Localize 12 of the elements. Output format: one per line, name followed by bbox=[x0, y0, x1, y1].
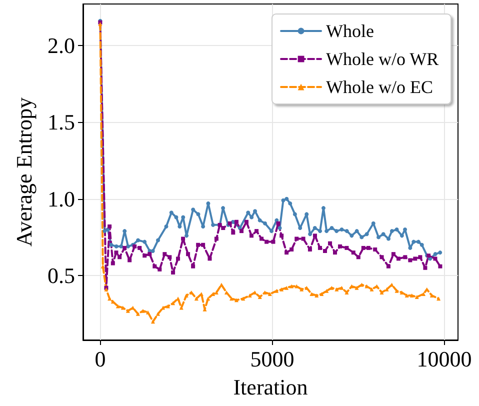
legend-label: Whole w/o WR bbox=[326, 49, 439, 69]
y-tick-label: 2.0 bbox=[48, 32, 75, 58]
y-axis-title: Average Entropy bbox=[12, 97, 36, 247]
legend-label: Whole bbox=[326, 21, 374, 41]
x-tick-label: 0 bbox=[94, 346, 106, 372]
legend-label: Whole w/o EC bbox=[326, 77, 434, 97]
x-tick-label: 10000 bbox=[416, 346, 472, 372]
y-tick-label: 1.5 bbox=[48, 110, 75, 135]
y-tick-label: 0.5 bbox=[48, 263, 75, 288]
x-axis-title: Iteration bbox=[233, 374, 308, 400]
y-tick-label: 1.0 bbox=[48, 186, 75, 212]
x-tick-label: 5000 bbox=[250, 346, 294, 372]
